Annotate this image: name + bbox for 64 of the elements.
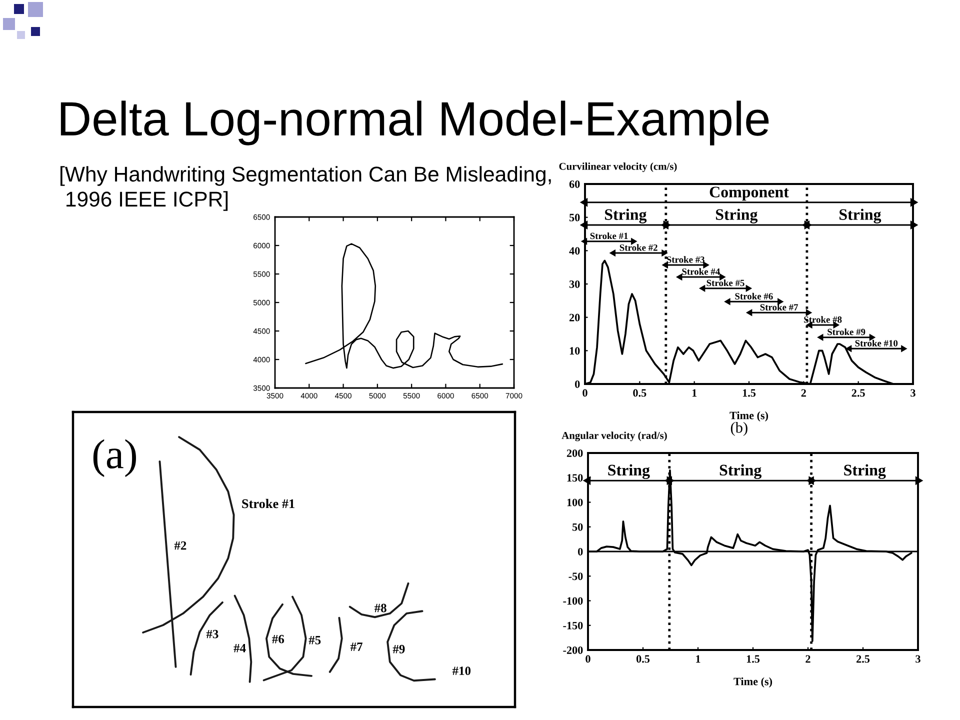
- text: (a): [93, 439, 136, 477]
- y-tick-label: -100: [563, 597, 583, 605]
- x-tick-label: 0.5: [636, 655, 650, 663]
- series-label: Stroke #2: [620, 244, 658, 251]
- x-tick-label: 2: [806, 655, 810, 663]
- series-label: Component: [710, 186, 789, 201]
- y-tick-label: 50: [572, 523, 583, 531]
- series-label: Stroke #7: [760, 304, 798, 310]
- y-axis-title: Curvilinear velocity (cm/s): [559, 162, 677, 172]
- x-tick-label: 1.5: [746, 655, 760, 663]
- text: #5: [308, 636, 321, 644]
- y-tick-label: -150: [563, 622, 583, 630]
- y-tick-label: 100: [567, 498, 583, 506]
- x-tick-label: 3: [910, 389, 916, 397]
- legend-label: String: [605, 208, 647, 224]
- text: #10: [452, 666, 471, 676]
- x-tick-label: 2.5: [852, 389, 865, 397]
- y-axis-title: Angular velocity (rad/s): [562, 432, 667, 442]
- legend-label: String: [608, 464, 650, 479]
- y-tick-label: 20: [569, 314, 580, 322]
- y-tick-label: 0: [575, 380, 580, 388]
- series-label: Stroke #5: [706, 279, 744, 286]
- text: #4: [234, 644, 246, 652]
- text: (b): [730, 422, 748, 436]
- x-tick-label: 3: [916, 655, 920, 663]
- x-tick-label: 0.5: [633, 389, 646, 397]
- text: #3: [206, 630, 218, 638]
- x-tick-label: 2: [801, 389, 806, 397]
- text: #6: [272, 634, 284, 644]
- series-label: String: [844, 464, 886, 479]
- series-label: Stroke #10: [855, 340, 898, 346]
- y-tick-label: -200: [563, 646, 583, 654]
- text: #9: [392, 644, 405, 654]
- x-tick-label: 1: [692, 389, 697, 397]
- text: #8: [374, 604, 386, 612]
- series-label: Stroke #1: [590, 232, 628, 240]
- x-tick-label: 1: [696, 655, 700, 663]
- series-label: Stroke #6: [735, 292, 773, 300]
- series-label: Stroke #4: [682, 268, 720, 275]
- series-label: String: [840, 208, 882, 224]
- y-tick-label: 30: [569, 280, 580, 288]
- series-label: Stroke #9: [828, 328, 866, 336]
- chart-title: Delta Log-normal Model-Example: [60, 100, 769, 146]
- y-tick-label: -50: [568, 572, 583, 580]
- series-label: String: [716, 208, 758, 224]
- x-axis-title: Time (s): [734, 677, 772, 688]
- chart-subtitle: [Why Handwriting Segmentation Can Be Misleading, 1996 IEEE ICPR]: [60, 166, 551, 211]
- y-tick-label: 60: [569, 180, 580, 188]
- y-tick-label: 150: [567, 474, 583, 482]
- x-tick-label: 2.5: [856, 655, 870, 663]
- y-tick-label: 10: [570, 347, 580, 355]
- series-label: String: [720, 464, 762, 479]
- series-label: Stroke #3: [666, 256, 704, 263]
- x-tick-label: 0: [586, 655, 590, 663]
- y-tick-label: 50: [569, 214, 580, 222]
- y-tick-label: 0: [578, 548, 583, 556]
- text: #2: [174, 541, 186, 550]
- x-axis-title: Time (s): [730, 411, 768, 422]
- series-label: Stroke #8: [804, 316, 842, 323]
- x-tick-label: 1.5: [742, 389, 756, 397]
- text: Stroke #1: [242, 498, 294, 508]
- y-tick-label: 40: [569, 247, 580, 255]
- text: #7: [350, 642, 362, 651]
- y-tick-label: 200: [566, 449, 583, 457]
